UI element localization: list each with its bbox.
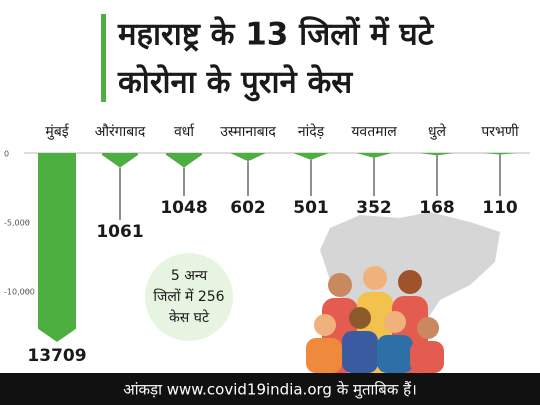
value-label: 602 [230, 198, 266, 218]
value-label: 501 [293, 198, 329, 218]
x-tick-label: मुंबई [45, 123, 69, 140]
bar [166, 153, 202, 168]
x-tick-label: औरंगाबाद [95, 123, 146, 140]
people-illustration [306, 266, 444, 373]
x-tick-label: वर्धा [174, 123, 195, 140]
value-label: 13709 [27, 346, 86, 366]
bar [356, 153, 392, 158]
title-line: महाराष्ट्र के 13 जिलों में घटे [117, 16, 435, 53]
bar [419, 153, 455, 156]
y-tick-label: 0 [4, 150, 9, 159]
y-tick-label: -10,000 [4, 287, 35, 296]
note-line: केस घटे [169, 309, 210, 326]
value-label: 1061 [96, 222, 143, 242]
bar [102, 153, 138, 168]
note-line: जिलों में 256 [153, 288, 224, 305]
title-line: कोरोना के पुराने केस [117, 64, 353, 102]
footer: आंकड़ा www.covid19india.org के मुताबिक ह… [123, 381, 417, 400]
value-label: 352 [356, 198, 392, 218]
value-label: 168 [419, 198, 455, 218]
bar [38, 153, 76, 342]
x-tick-label: यवतमाल [351, 124, 397, 140]
x-tick-label: धुले [428, 123, 447, 140]
bar [482, 153, 518, 155]
value-label: 110 [482, 198, 518, 218]
note-line: 5 अन्य [171, 268, 208, 284]
x-tick-label: परभणी [481, 123, 519, 140]
title-accent [101, 14, 106, 102]
bar [230, 153, 266, 162]
value-label: 1048 [160, 198, 207, 218]
footer-band [0, 373, 540, 405]
x-tick-label: उस्मानाबाद [220, 124, 276, 140]
y-tick-label: -5,000 [4, 218, 30, 227]
bar [293, 153, 329, 160]
x-tick-label: नांदेड़ [298, 123, 325, 140]
note-circle [145, 253, 233, 341]
